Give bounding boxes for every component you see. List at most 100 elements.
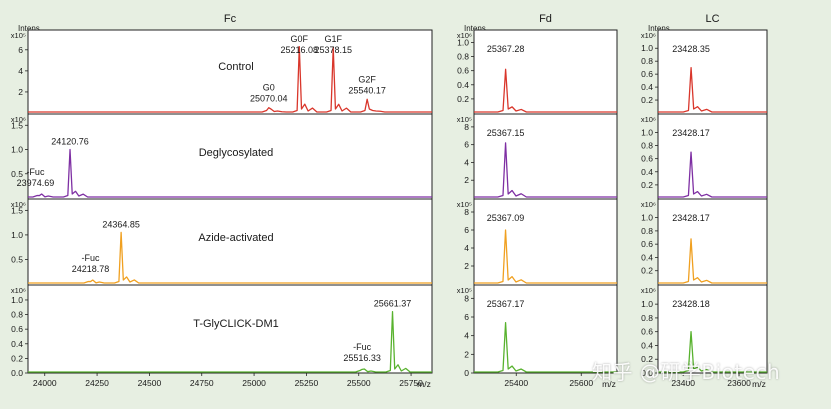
spectrum-row-azide-activated: x10⁶ 0.2 0.4 0.6 0.8 1.0 23428.17 [641, 198, 767, 284]
y-exponent-label: x10⁶ [641, 115, 656, 124]
peak-label: 24364.85 [102, 219, 140, 229]
y-axis-label: Intens. [18, 24, 42, 33]
y-tick-label: 6 [18, 45, 23, 55]
peak-label: 25516.33 [343, 353, 381, 363]
y-tick-label: 4 [464, 243, 469, 253]
y-tick-label: 4 [18, 66, 23, 76]
y-tick-label: 1.0 [11, 145, 23, 155]
spectrum-trace [474, 229, 617, 284]
peak-label: 25216.08 [281, 45, 319, 55]
y-axis-label: Intens. [464, 24, 488, 33]
spectrum-row-deglycosylated: x10⁶ 0.2 0.4 0.6 0.8 1.0 23428.17 [641, 113, 767, 198]
y-tick-label: 1.5 [11, 205, 23, 215]
peak-label: 23428.17 [672, 213, 710, 223]
y-tick-label: 1.0 [457, 37, 469, 47]
y-tick-label: 0.0 [641, 368, 653, 378]
y-tick-label: 0.6 [641, 327, 653, 337]
y-tick-label: 0.5 [11, 254, 23, 264]
y-tick-label: 0.4 [641, 252, 653, 262]
x-tick-label: 24750 [190, 378, 214, 388]
y-tick-label: 0.8 [641, 56, 653, 66]
sample-label: T-GlyCLICK-DM1 [193, 318, 279, 330]
x-tick-label: 24000 [33, 378, 57, 388]
x-tick-label: 23400 [671, 378, 695, 388]
y-tick-label: 1.0 [641, 127, 653, 137]
spectrum-trace [658, 67, 767, 113]
x-tick-label: 25500 [347, 378, 371, 388]
y-exponent-label: x10⁶ [11, 200, 26, 209]
watermark: 知乎 @研学Biotech [592, 360, 781, 384]
peak-label: 25367.09 [487, 213, 525, 223]
peak-label: 24120.76 [51, 137, 89, 147]
y-tick-label: 6 [464, 312, 469, 322]
panel-frame [473, 29, 618, 374]
y-tick-label: 0.8 [11, 310, 23, 320]
y-tick-label: 0.8 [641, 141, 653, 151]
x-tick-label: 24500 [138, 378, 162, 388]
peak-label: 25661.37 [374, 299, 412, 309]
x-axis-label: m/z [752, 379, 766, 389]
y-tick-label: 1.0 [11, 230, 23, 240]
peak-label: -Fuc [82, 253, 101, 263]
peak-label: 24218.78 [72, 264, 110, 274]
panel-title: Fc [224, 13, 237, 25]
y-exponent-label: x10⁶ [11, 286, 26, 295]
panel-title: Fd [539, 13, 552, 25]
peak-label: G1F [324, 34, 342, 44]
spectrum-row-t-glyclick-dm1: x10⁶ 0.0 0.2 0.4 0.6 0.8 1.0 23428.18 [641, 284, 767, 378]
y-axis-label: Intens. [648, 24, 672, 33]
x-axis-label: m/z [602, 379, 616, 389]
spectrum-trace [474, 321, 617, 373]
peak-label: G2F [358, 74, 376, 84]
peak-label: -Fuc [353, 342, 372, 352]
spectrum-trace [28, 148, 432, 198]
y-tick-label: 0.8 [641, 226, 653, 236]
y-exponent-label: x10⁵ [457, 286, 472, 295]
x-tick-label: 25600 [569, 378, 593, 388]
y-exponent-label: x10⁵ [11, 31, 26, 40]
y-tick-label: 8 [464, 207, 469, 217]
y-tick-label: 0.2 [641, 266, 653, 276]
peak-label: 25367.15 [487, 128, 525, 138]
panel-fd: Fd Intens.x10⁶ 0.2 0.4 0.6 0.8 1.0 25367.28 x10⁵… [457, 13, 618, 389]
y-tick-label: 0.4 [641, 167, 653, 177]
y-tick-label: 0.6 [11, 324, 23, 334]
spectrum-trace [658, 151, 767, 198]
peak-label: -Fuc [26, 167, 45, 177]
sample-label: Azide-activated [198, 232, 273, 244]
x-tick-label: 23600 [727, 378, 751, 388]
peak-label: 25070.04 [250, 94, 288, 104]
peak-label: 25540.17 [348, 85, 386, 95]
y-tick-label: 6 [464, 140, 469, 150]
x-tick-label: 25000 [242, 378, 266, 388]
y-tick-label: 0.2 [11, 353, 23, 363]
y-tick-label: 6 [464, 225, 469, 235]
y-tick-label: 2 [464, 349, 469, 359]
sample-label: Deglycosylated [199, 147, 274, 159]
y-tick-label: 0.4 [11, 339, 23, 349]
spectrum-row-control: x10⁶ 0.2 0.4 0.6 0.8 1.0 25367.28 [457, 31, 617, 113]
y-exponent-label: x10⁶ [641, 200, 656, 209]
y-exponent-label: x10⁵ [457, 200, 472, 209]
y-exponent-label: x10⁵ [457, 115, 472, 124]
spectrum-row-azide-activated: x10⁵ 2 4 6 8 25367.09 [457, 198, 617, 284]
y-tick-label: 0.0 [11, 368, 23, 378]
y-tick-label: 1.0 [641, 43, 653, 53]
peak-label: G0F [291, 34, 309, 44]
y-tick-label: 1.0 [11, 295, 23, 305]
y-exponent-label: x10⁶ [641, 31, 656, 40]
peak-label: 25367.17 [487, 299, 525, 309]
panel-frame [27, 29, 433, 374]
peak-label: 23428.18 [672, 299, 710, 309]
spectrum-row-deglycosylated: x10⁵ 2 4 6 8 25367.15 [457, 113, 617, 198]
x-tick-label: 25250 [295, 378, 319, 388]
peak-label: 25378.15 [314, 45, 352, 55]
y-tick-label: 0.4 [641, 340, 653, 350]
peak-label: 23974.69 [17, 178, 55, 188]
y-tick-label: 0.2 [457, 94, 469, 104]
